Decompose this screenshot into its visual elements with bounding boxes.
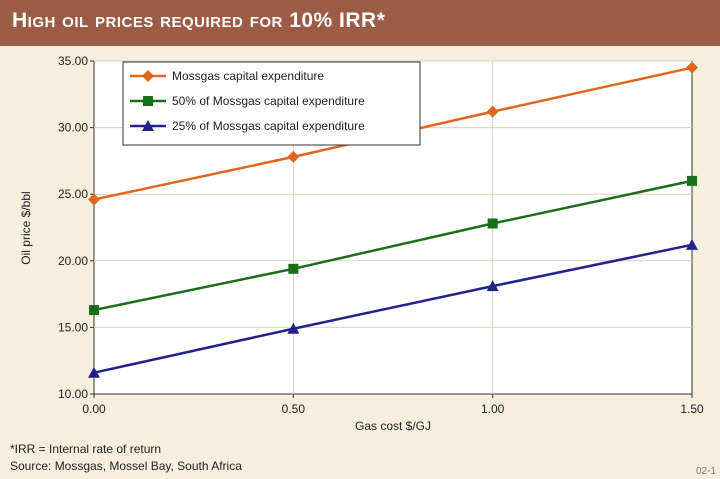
data-point-square — [487, 218, 498, 229]
data-point-diamond — [686, 61, 698, 74]
y-tick-label: 25.00 — [58, 187, 88, 201]
title-bar: High oil prices required for 10% IRR* — [0, 0, 720, 46]
legend-marker-diamond — [142, 70, 154, 82]
data-point-triangle — [287, 322, 300, 334]
legend-label: 50% of Mossgas capital expenditure — [172, 94, 365, 108]
series-line-3 — [93, 243, 693, 374]
x-tick-label: 1.00 — [481, 402, 505, 416]
x-tick-label: 0.50 — [282, 402, 306, 416]
y-tick-label: 10.00 — [58, 387, 88, 401]
data-point-diamond — [88, 193, 100, 206]
irr-footnote: *IRR = Internal rate of return — [10, 442, 162, 456]
x-tick-label: 0.00 — [82, 402, 106, 416]
y-axis-label: Oil price $/bbl — [19, 191, 33, 264]
series-markers — [88, 61, 698, 378]
x-axis-label: Gas cost $/GJ — [355, 419, 431, 433]
x-tick-label: 1.50 — [680, 402, 704, 416]
data-point-diamond — [287, 150, 300, 163]
series-line-2 — [93, 179, 693, 312]
data-point-diamond — [486, 105, 499, 118]
y-tick-label: 30.00 — [58, 121, 88, 135]
figure-code: 02-1 — [695, 466, 716, 477]
y-tick-label: 20.00 — [58, 254, 88, 268]
data-point-square — [288, 263, 299, 274]
data-point-square — [89, 305, 99, 316]
chart-title: High oil prices required for 10% IRR* — [12, 9, 386, 32]
x-tick-labels: 0.00 0.50 1.00 1.50 — [82, 402, 704, 416]
legend-label: Mossgas capital expenditure — [172, 69, 324, 83]
y-tick-label: 15.00 — [58, 320, 88, 334]
data-point-triangle — [686, 238, 698, 250]
y-tick-label: 35.00 — [58, 54, 88, 68]
data-point-triangle — [88, 366, 100, 378]
legend: Mossgas capital expenditure 50% of Mossga… — [122, 61, 421, 146]
data-point-triangle — [486, 280, 499, 292]
y-tick-labels: 10.00 15.00 20.00 25.00 30.00 35.00 — [58, 54, 88, 401]
legend-marker-triangle — [142, 120, 154, 131]
legend-marker-square — [143, 96, 153, 106]
data-point-square — [687, 175, 697, 186]
legend-box — [122, 61, 421, 146]
legend-label: 25% of Mossgas capital expenditure — [172, 119, 365, 133]
source-note: Source: Mossgas, Mossel Bay, South Afric… — [10, 459, 242, 473]
